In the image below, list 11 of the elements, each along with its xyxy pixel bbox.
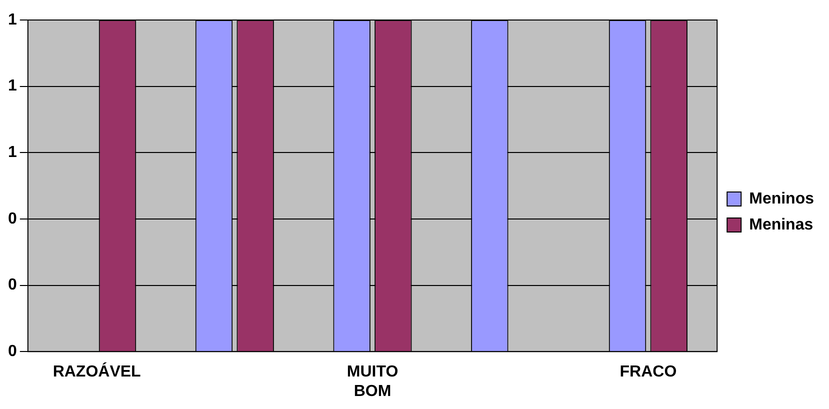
x-tick-label: MUITO BOM — [346, 364, 398, 400]
y-tick-label: 1 — [8, 78, 17, 95]
legend-label: Meninas — [749, 216, 814, 234]
y-tick-label: 0 — [8, 210, 17, 228]
y-tick-label: 1 — [8, 144, 17, 162]
legend-label: Meninos — [749, 190, 814, 208]
y-tick-label: 0 — [8, 343, 17, 360]
x-tick-label: RAZOÁVEL — [52, 362, 142, 381]
x-tick-label: FRACO — [620, 364, 677, 381]
y-tick-label: 1 — [8, 11, 17, 28]
y-tick-label: 0 — [8, 276, 17, 294]
